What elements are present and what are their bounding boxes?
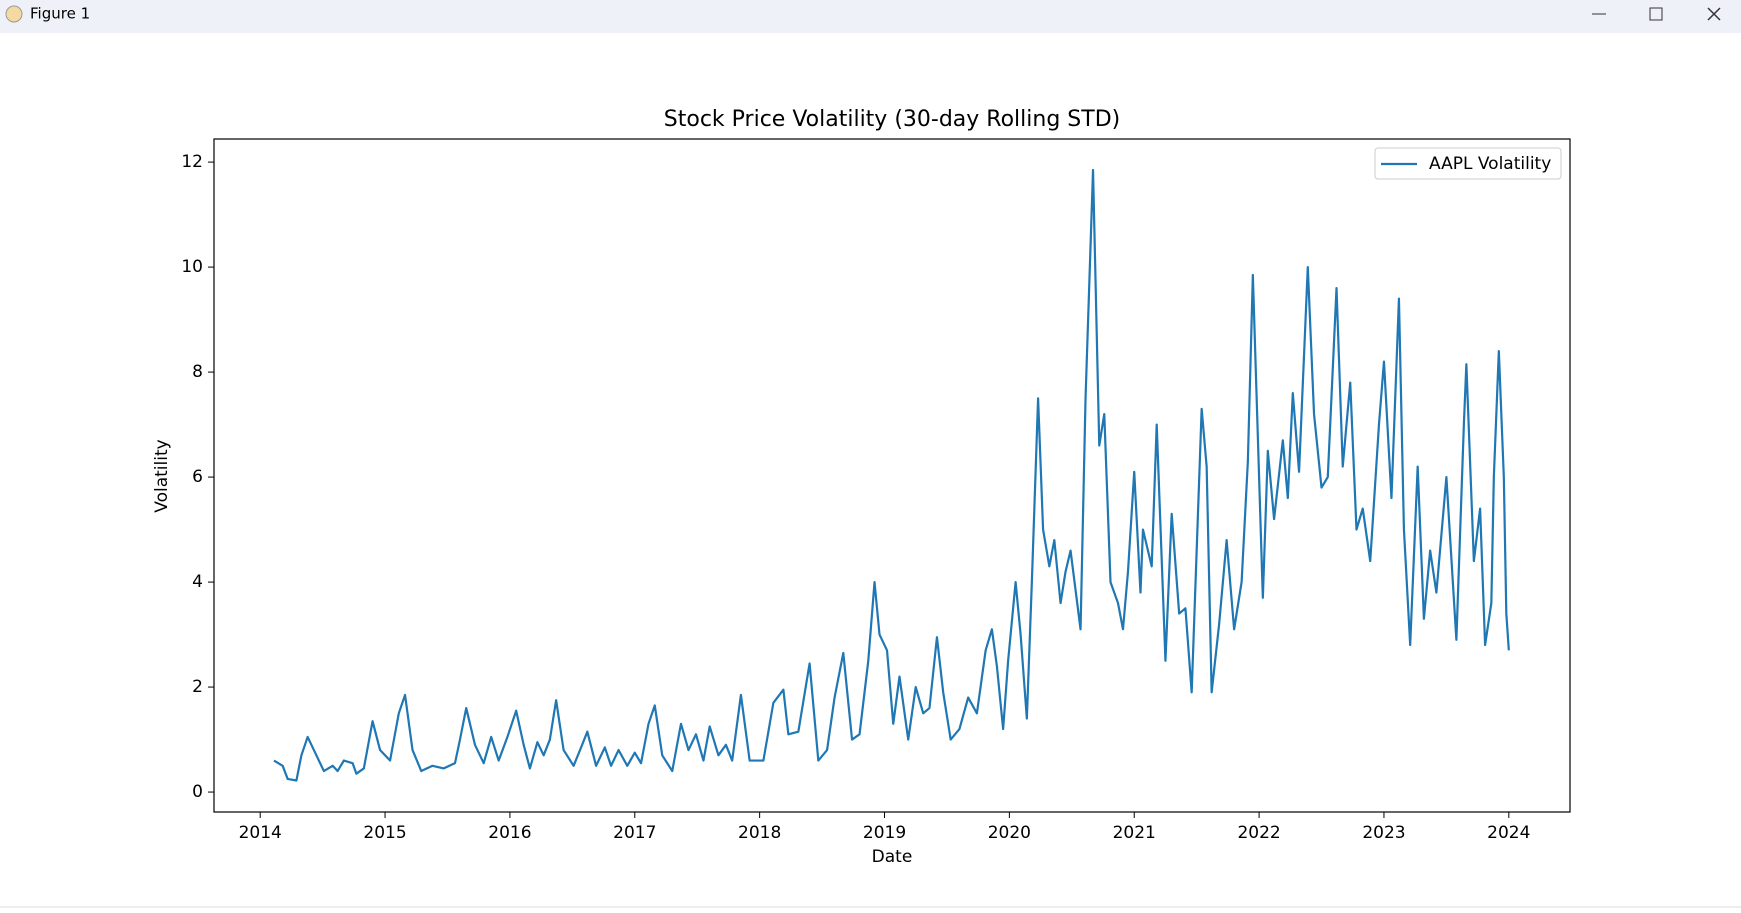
plot-area bbox=[213, 138, 1571, 813]
legend-box bbox=[1374, 147, 1562, 180]
x-tick-label: 2014 bbox=[239, 823, 282, 843]
x-tick-label: 2022 bbox=[1237, 823, 1280, 843]
x-tick-label: 2015 bbox=[363, 823, 406, 843]
x-tick-label: 2018 bbox=[738, 823, 781, 843]
y-tick-label: 12 bbox=[181, 152, 203, 172]
x-axis-label: Date bbox=[872, 847, 913, 867]
window-title: Figure 1 bbox=[30, 5, 90, 23]
x-tick-label: 2021 bbox=[1113, 823, 1156, 843]
y-tick-label: 0 bbox=[192, 782, 203, 802]
x-tick-label: 2024 bbox=[1487, 823, 1530, 843]
chart-title: Stock Price Volatility (30-day Rolling S… bbox=[664, 107, 1120, 132]
y-tick-label: 2 bbox=[192, 677, 203, 697]
legend-label: AAPL Volatility bbox=[1429, 154, 1551, 174]
x-tick-label: 2016 bbox=[488, 823, 531, 843]
data-line bbox=[273, 168, 1510, 782]
y-tick-label: 4 bbox=[192, 572, 203, 592]
x-tick-label: 2017 bbox=[613, 823, 656, 843]
x-tick-label: 2019 bbox=[863, 823, 906, 843]
maximize-button[interactable] bbox=[1649, 7, 1663, 21]
y-tick-label: 10 bbox=[181, 257, 203, 277]
close-button[interactable] bbox=[1707, 7, 1721, 21]
title-bar bbox=[0, 0, 1741, 33]
y-tick-label: 6 bbox=[192, 467, 203, 487]
app-icon bbox=[5, 5, 23, 23]
y-axis-label: Volatility bbox=[152, 439, 172, 512]
y-tick-label: 8 bbox=[192, 362, 203, 382]
x-tick-label: 2023 bbox=[1362, 823, 1405, 843]
x-tick-label: 2020 bbox=[988, 823, 1031, 843]
